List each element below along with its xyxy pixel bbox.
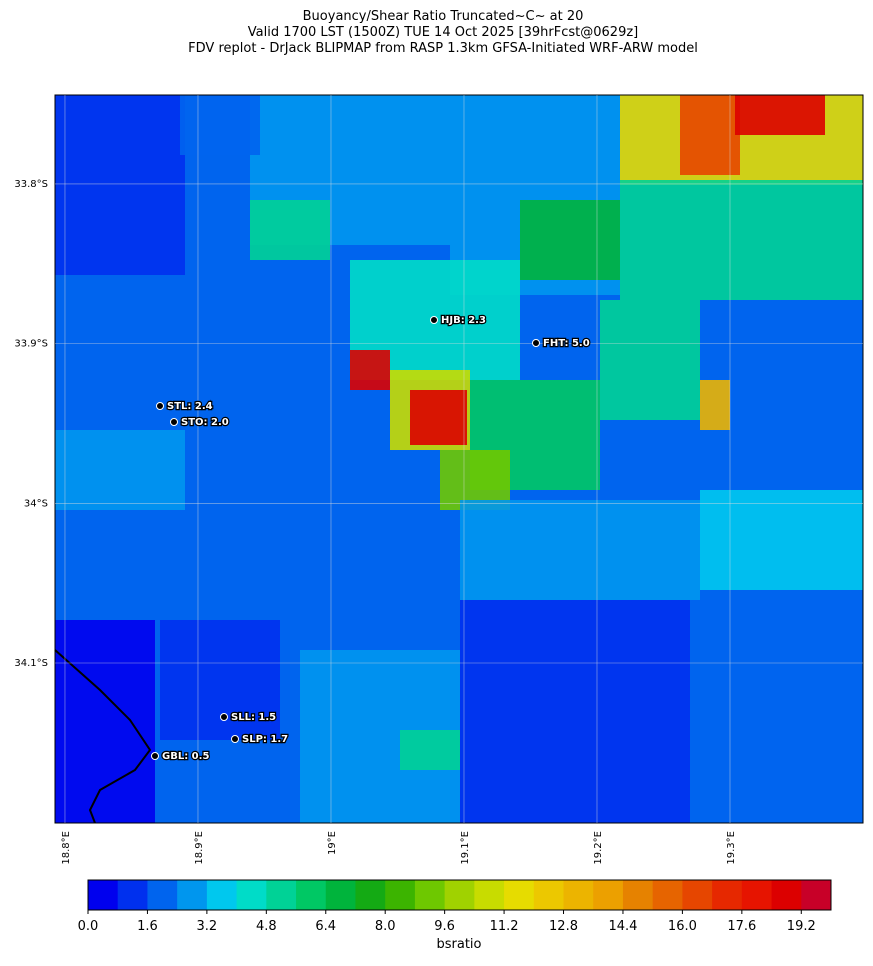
raster-patch xyxy=(520,200,620,280)
lon-tick-label: 18.9°E xyxy=(194,831,205,865)
station-marker xyxy=(430,316,438,324)
colorbar-swatch xyxy=(206,880,238,910)
colorbar-swatch xyxy=(682,880,713,910)
colorbar-swatch xyxy=(414,880,446,910)
raster-patch xyxy=(350,350,390,390)
colorbar-swatch xyxy=(266,880,297,910)
colorbar-label: bsratio xyxy=(437,937,482,952)
colorbar-swatch xyxy=(88,880,119,910)
station-label: SLL: 1.5 xyxy=(231,712,276,723)
colorbar-swatch xyxy=(771,880,802,910)
raster-patch xyxy=(620,180,863,300)
lat-tick-label: 33.9°S xyxy=(14,339,48,350)
map-frame xyxy=(54,94,864,824)
colorbar-tick-label: 12.8 xyxy=(549,919,578,934)
station-label: HJB: 2.3 xyxy=(441,315,486,326)
colorbar-swatch xyxy=(117,880,148,910)
station-marker xyxy=(156,402,164,410)
station-label: STL: 2.4 xyxy=(167,401,213,412)
colorbar-swatch xyxy=(504,880,535,910)
title-line: Valid 1700 LST (1500Z) TUE 14 Oct 2025 [… xyxy=(248,25,638,40)
lat-tick-label: 33.8°S xyxy=(14,179,48,190)
station-marker xyxy=(532,339,540,347)
lon-tick-label: 19°E xyxy=(327,831,338,855)
raster-patch xyxy=(55,620,155,823)
station-label: GBL: 0.5 xyxy=(162,751,209,762)
colorbar-swatch xyxy=(474,880,505,910)
raster-patch xyxy=(460,600,690,823)
colorbar-swatch xyxy=(712,880,743,910)
raster-patch xyxy=(410,390,467,445)
raster-patch xyxy=(55,95,185,275)
colorbar-swatch xyxy=(593,880,624,910)
colorbar-tick-label: 6.4 xyxy=(315,919,336,934)
raster-patch xyxy=(700,490,863,590)
colorbar-tick-label: 17.6 xyxy=(727,919,756,934)
colorbar-tick-label: 9.6 xyxy=(434,919,455,934)
colorbar-swatch xyxy=(533,880,565,910)
colorbar-tick-label: 0.0 xyxy=(78,919,99,934)
raster-patch xyxy=(400,730,460,770)
lat-tick-label: 34°S xyxy=(24,498,48,509)
raster-patch xyxy=(180,95,260,155)
colorbar-swatch xyxy=(325,880,356,910)
colorbar-tick-label: 8.0 xyxy=(375,919,396,934)
colorbar-frame xyxy=(87,879,832,911)
colorbar-tick-label: 1.6 xyxy=(137,919,158,934)
colorbar-swatch xyxy=(385,880,416,910)
lon-tick-label: 19.2°E xyxy=(593,831,604,865)
colorbar-swatch xyxy=(801,880,832,910)
raster-patch xyxy=(160,620,280,740)
colorbar-swatch xyxy=(236,880,267,910)
station-marker xyxy=(151,752,159,760)
station-label: FHT: 5.0 xyxy=(543,338,590,349)
colorbar-swatch xyxy=(147,880,178,910)
raster-patch xyxy=(55,430,185,510)
station-marker xyxy=(220,713,228,721)
colorbar-tick-label: 19.2 xyxy=(787,919,816,934)
raster-patch xyxy=(250,200,330,260)
station-marker xyxy=(170,418,178,426)
colorbar-tick-label: 14.4 xyxy=(608,919,637,934)
colorbar-tick-label: 4.8 xyxy=(256,919,277,934)
lon-tick-label: 19.3°E xyxy=(726,831,737,865)
colorbar-swatch xyxy=(355,880,386,910)
colorbar-tick-label: 11.2 xyxy=(490,919,519,934)
title-line: Buoyancy/Shear Ratio Truncated~C~ at 20 xyxy=(303,9,584,24)
colorbar-tick-label: 3.2 xyxy=(197,919,218,934)
colorbar-swatch xyxy=(444,880,475,910)
colorbar-swatch xyxy=(563,880,594,910)
raster-patch xyxy=(600,300,700,420)
coastline xyxy=(54,649,152,824)
station-marker xyxy=(231,735,239,743)
raster-patch xyxy=(680,95,740,175)
lon-tick-label: 18.8°E xyxy=(61,831,72,865)
raster-patch xyxy=(460,500,700,600)
colorbar-swatch xyxy=(622,880,654,910)
raster-patch xyxy=(700,600,863,823)
lat-tick-label: 34.1°S xyxy=(14,658,48,669)
raster-patch xyxy=(700,380,730,430)
raster-patch xyxy=(735,95,825,135)
colorbar-swatch xyxy=(741,880,773,910)
station-label: STO: 2.0 xyxy=(181,417,229,428)
colorbar-swatch xyxy=(296,880,327,910)
colorbar-swatch xyxy=(177,880,208,910)
colorbar-tick-label: 16.0 xyxy=(668,919,697,934)
station-label: SLP: 1.7 xyxy=(242,734,288,745)
colorbar-swatch xyxy=(652,880,683,910)
raster-field xyxy=(55,95,863,823)
lon-tick-label: 19.1°E xyxy=(460,831,471,865)
title-line: FDV replot - DrJack BLIPMAP from RASP 1.… xyxy=(188,41,698,56)
